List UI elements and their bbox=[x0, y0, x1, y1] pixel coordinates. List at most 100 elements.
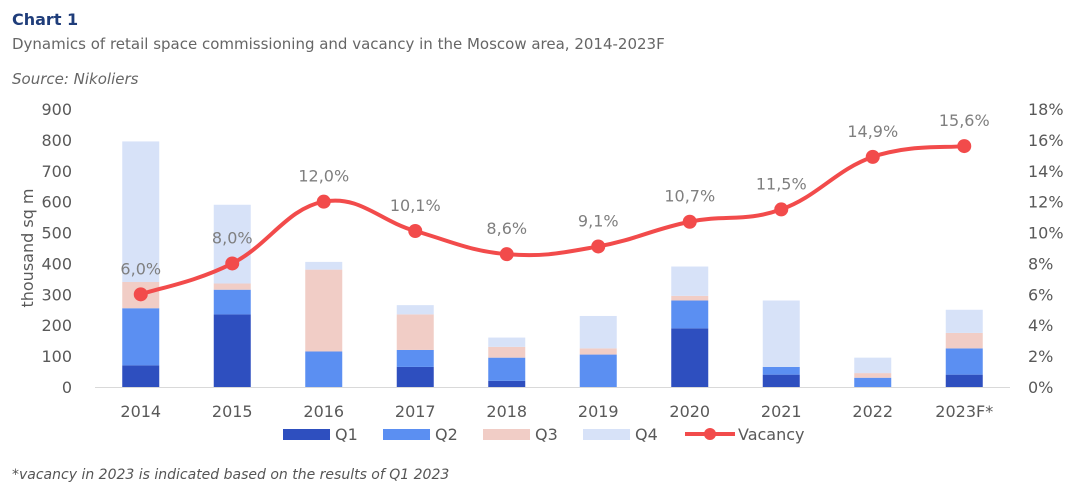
x-tick-label: 2022 bbox=[852, 402, 893, 421]
y2-tick-label: 2% bbox=[1028, 347, 1053, 366]
y2-tick-label: 8% bbox=[1028, 254, 1053, 273]
bar-q2 bbox=[122, 308, 160, 366]
vacancy-point bbox=[682, 214, 697, 229]
chart-subtitle: Dynamics of retail space commissioning a… bbox=[12, 35, 665, 53]
bar-q4 bbox=[945, 309, 983, 333]
bar-q1 bbox=[122, 365, 160, 387]
y2-tick-label: 4% bbox=[1028, 316, 1053, 335]
vacancy-data-label: 12,0% bbox=[298, 167, 349, 186]
bar-q2 bbox=[762, 366, 800, 375]
bar-q3 bbox=[671, 295, 709, 301]
legend-swatch-q2 bbox=[383, 429, 430, 440]
vacancy-point bbox=[499, 247, 514, 262]
bar-q4 bbox=[396, 305, 434, 315]
bar-q2 bbox=[854, 377, 892, 387]
bar-q2 bbox=[579, 354, 617, 387]
footnote: *vacancy in 2023 is indicated based on t… bbox=[12, 467, 450, 483]
bar-q4 bbox=[762, 300, 800, 367]
vacancy-data-label: 9,1% bbox=[578, 211, 619, 230]
y-tick-label: 900 bbox=[41, 100, 72, 119]
bar-q1 bbox=[762, 374, 800, 387]
vacancy-data-label: 8,6% bbox=[486, 219, 527, 238]
bar-q2 bbox=[488, 357, 526, 381]
bar-q4 bbox=[488, 337, 526, 347]
chart-number: Chart 1 bbox=[12, 10, 79, 29]
vacancy-point bbox=[133, 287, 148, 302]
bar-q3 bbox=[396, 314, 434, 350]
vacancy-point bbox=[865, 149, 880, 164]
y-tick-label: 500 bbox=[41, 224, 72, 243]
legend-swatch-vacancy-point bbox=[704, 428, 716, 440]
y2-tick-label: 14% bbox=[1028, 162, 1064, 181]
x-tick-label: 2018 bbox=[486, 402, 527, 421]
x-tick-label: 2023F* bbox=[935, 402, 993, 421]
bar-q4 bbox=[122, 141, 160, 282]
x-tick-label: 2014 bbox=[120, 402, 161, 421]
bar-q2 bbox=[213, 289, 251, 315]
x-tick-label: 2016 bbox=[303, 402, 344, 421]
y-tick-label: 600 bbox=[41, 193, 72, 212]
bar-q4 bbox=[671, 266, 709, 296]
x-tick-label: 2020 bbox=[669, 402, 710, 421]
vacancy-data-label: 15,6% bbox=[939, 111, 990, 130]
vacancy-point bbox=[225, 256, 240, 271]
y-tick-label: 200 bbox=[41, 316, 72, 335]
y-tick-label: 100 bbox=[41, 347, 72, 366]
vacancy-point bbox=[408, 224, 423, 239]
y-tick-label: 800 bbox=[41, 131, 72, 150]
bar-q3 bbox=[305, 269, 343, 352]
y2-tick-label: 10% bbox=[1028, 224, 1064, 243]
bar-q2 bbox=[305, 351, 343, 387]
legend-swatch-q4 bbox=[583, 429, 630, 440]
vacancy-point bbox=[591, 239, 606, 254]
bar-q1 bbox=[213, 314, 251, 387]
vacancy-point bbox=[316, 194, 331, 209]
legend-label-q2: Q2 bbox=[435, 425, 458, 444]
y2-tick-label: 18% bbox=[1028, 100, 1064, 119]
bar-q1 bbox=[396, 366, 434, 387]
chart-source: Source: Nikoliers bbox=[12, 70, 139, 88]
x-tick-label: 2015 bbox=[212, 402, 253, 421]
legend-swatch-q1 bbox=[283, 429, 330, 440]
y2-tick-label: 0% bbox=[1028, 378, 1053, 397]
y2-tick-label: 12% bbox=[1028, 193, 1064, 212]
vacancy-line bbox=[140, 144, 965, 297]
y-tick-label: 0 bbox=[62, 378, 72, 397]
vacancy-data-label: 6,0% bbox=[120, 259, 161, 278]
vacancy-data-label: 8,0% bbox=[212, 228, 253, 247]
bar-q3 bbox=[213, 283, 251, 290]
vacancy-data-label: 11,5% bbox=[756, 174, 807, 193]
legend-label-q4: Q4 bbox=[635, 425, 658, 444]
y-tick-label: 400 bbox=[41, 254, 72, 273]
bar-q3 bbox=[488, 346, 526, 358]
bar-q3 bbox=[945, 332, 983, 349]
legend-label-q1: Q1 bbox=[335, 425, 358, 444]
bar-q4 bbox=[579, 315, 617, 349]
x-tick-label: 2017 bbox=[395, 402, 436, 421]
bar-q4 bbox=[854, 357, 892, 374]
bar-q1 bbox=[671, 328, 709, 387]
vacancy-data-label: 10,1% bbox=[390, 196, 441, 215]
legend-label-vacancy: Vacancy bbox=[738, 425, 805, 444]
y2-tick-label: 16% bbox=[1028, 131, 1064, 150]
y-tick-label: 300 bbox=[41, 285, 72, 304]
vacancy-point bbox=[957, 139, 972, 154]
x-tick-label: 2019 bbox=[578, 402, 619, 421]
x-tick-label: 2021 bbox=[761, 402, 802, 421]
bar-q2 bbox=[671, 300, 709, 329]
legend-swatch-q3 bbox=[483, 429, 530, 440]
bar-q2 bbox=[945, 348, 983, 375]
y-tick-label: 700 bbox=[41, 162, 72, 181]
bar-q1 bbox=[945, 374, 983, 387]
vacancy-point bbox=[774, 202, 789, 217]
bar-q1 bbox=[488, 380, 526, 387]
bar-q3 bbox=[854, 373, 892, 378]
vacancy-data-label: 14,9% bbox=[847, 122, 898, 141]
vacancy-data-label: 10,7% bbox=[664, 187, 715, 206]
bar-q4 bbox=[305, 261, 343, 270]
y2-tick-label: 6% bbox=[1028, 285, 1053, 304]
y-axis-label: thousand sq m bbox=[18, 188, 37, 307]
bar-q2 bbox=[396, 349, 434, 367]
legend-label-q3: Q3 bbox=[535, 425, 558, 444]
